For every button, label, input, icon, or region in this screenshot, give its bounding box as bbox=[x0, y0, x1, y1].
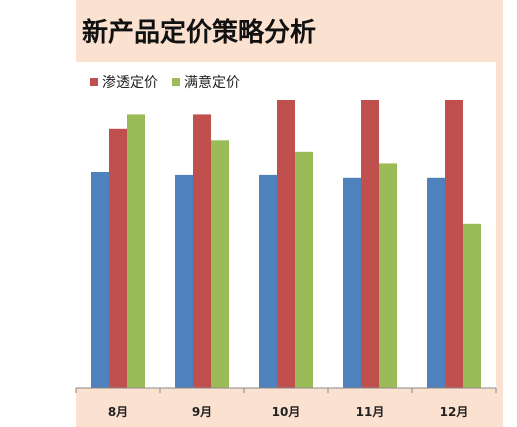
bar-series2-2 bbox=[295, 151, 313, 388]
bar-series0-2 bbox=[259, 174, 277, 388]
bar-series2-4 bbox=[463, 223, 481, 388]
bar-series1-4 bbox=[445, 100, 463, 388]
bar-series1-1 bbox=[193, 114, 211, 389]
bar-series1-2 bbox=[277, 100, 295, 388]
bar-series2-0 bbox=[127, 114, 145, 389]
x-tick-label-4: 12月 bbox=[440, 405, 469, 419]
bar-series0-1 bbox=[175, 174, 193, 388]
legend-label-satisfaction: 满意定价 bbox=[184, 75, 240, 91]
x-tick-label-2: 10月 bbox=[272, 405, 301, 419]
legend: 渗透定价 满意定价 bbox=[90, 72, 254, 92]
x-tick-label-1: 9月 bbox=[192, 405, 212, 419]
bar-series1-3 bbox=[361, 100, 379, 388]
chart-title: 新产品定价策略分析 bbox=[82, 18, 317, 48]
legend-swatch-satisfaction bbox=[172, 78, 180, 86]
bars-group bbox=[91, 100, 481, 389]
legend-label-penetration: 渗透定价 bbox=[102, 75, 158, 91]
x-tick-label-0: 8月 bbox=[108, 405, 128, 419]
bar-series1-0 bbox=[109, 128, 127, 389]
x-tick-labels-group: 8月 9月 10月 11月 12月 bbox=[108, 405, 469, 419]
bar-series0-0 bbox=[91, 172, 109, 388]
bar-series2-1 bbox=[211, 140, 229, 388]
legend-item-satisfaction: 满意定价 bbox=[172, 72, 240, 92]
bar-series2-3 bbox=[379, 163, 397, 388]
legend-swatch-penetration bbox=[90, 78, 98, 86]
x-ticks-group bbox=[75, 388, 497, 393]
x-tick-label-3: 11月 bbox=[356, 405, 385, 419]
bar-series0-3 bbox=[343, 177, 361, 388]
legend-item-penetration: 渗透定价 bbox=[90, 72, 158, 92]
bar-series0-4 bbox=[427, 177, 445, 388]
